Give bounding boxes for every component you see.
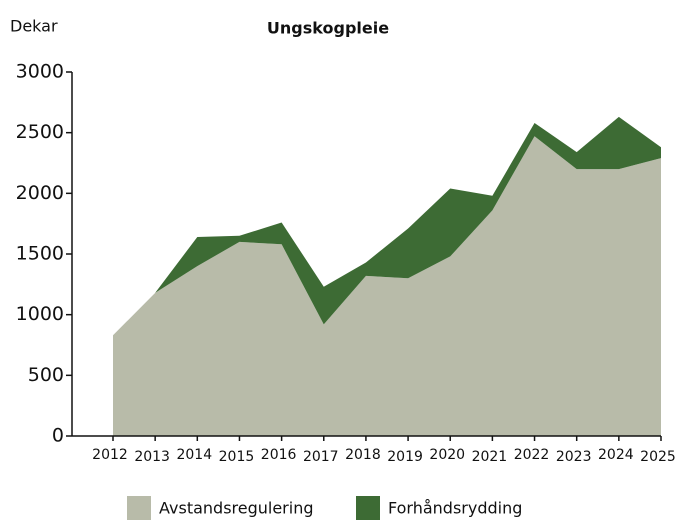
y-tick-label: 2500 <box>16 121 64 143</box>
area <box>113 136 661 436</box>
x-tick-label: 2014 <box>176 447 212 463</box>
y-tick-label: 3000 <box>16 61 64 83</box>
x-tick-label: 2021 <box>472 449 508 465</box>
legend-label: Avstandsregulering <box>159 499 314 518</box>
x-tick-label: 2023 <box>556 449 592 465</box>
legend-swatch <box>127 496 151 520</box>
x-tick-label: 2013 <box>134 449 170 465</box>
y-tick-label: 0 <box>52 425 64 447</box>
y-tick-label: 1000 <box>16 303 64 325</box>
x-tick-label: 2024 <box>598 447 634 463</box>
x-tick-label: 2016 <box>261 447 297 463</box>
x-tick-label: 2012 <box>92 447 128 463</box>
x-tick-label: 2020 <box>429 447 465 463</box>
x-tick-label: 2022 <box>514 447 550 463</box>
legend-label: Forhåndsrydding <box>388 499 522 518</box>
y-tick-label: 1500 <box>16 243 64 265</box>
chart-title: Ungskogpleie <box>267 19 389 38</box>
y-tick-label: 2000 <box>16 182 64 204</box>
x-tick-label: 2025 <box>640 449 675 465</box>
legend-swatch <box>356 496 380 520</box>
x-tick-label: 2018 <box>345 447 381 463</box>
x-tick-label: 2019 <box>387 449 423 465</box>
x-tick-label: 2015 <box>219 449 255 465</box>
area <box>113 116 661 336</box>
x-tick-label: 2017 <box>303 449 339 465</box>
y-axis-label: Dekar <box>10 17 58 36</box>
y-tick-label: 500 <box>28 364 64 386</box>
